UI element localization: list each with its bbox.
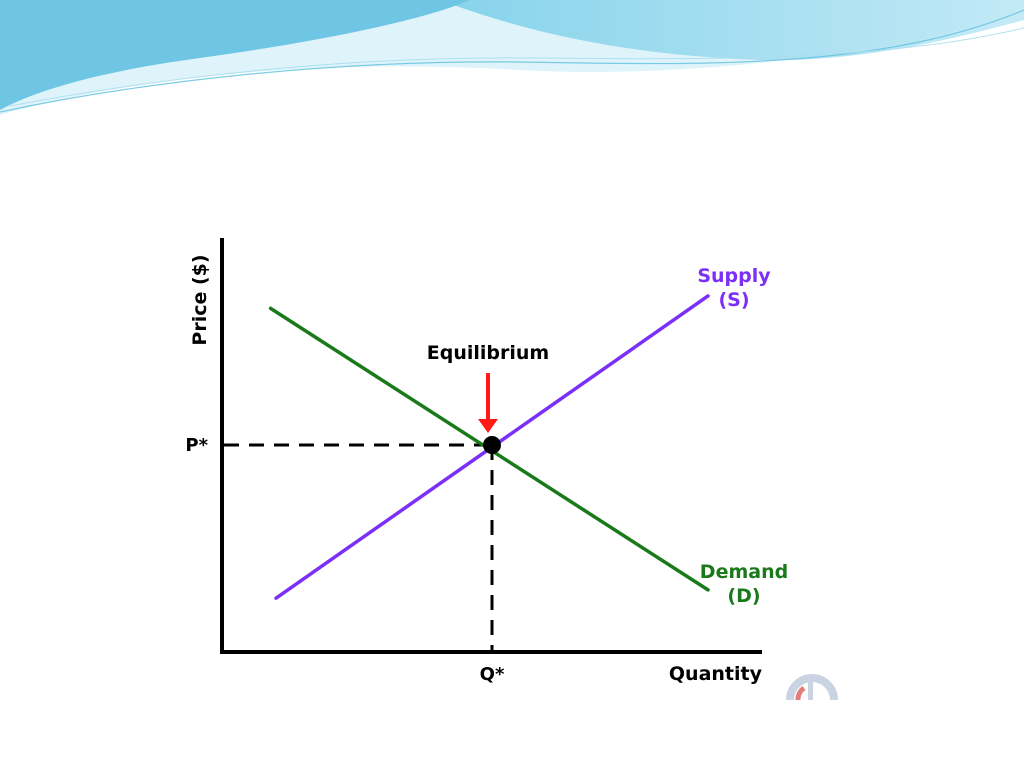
wave-line bbox=[0, 9, 1024, 113]
equilibrium-label: Equilibrium bbox=[427, 342, 549, 364]
equilibrium-guides bbox=[224, 443, 494, 652]
wave-left bbox=[0, 0, 470, 110]
markers bbox=[478, 373, 501, 454]
supply-demand-chart: Quantity Price ($) P* Q* Supply(S) Demand(D) E… bbox=[185, 238, 788, 685]
demand-label-line-1: Demand bbox=[700, 561, 788, 583]
equilibrium-point bbox=[483, 436, 501, 454]
x-axis-label: Quantity bbox=[669, 663, 763, 685]
labels: Quantity Price ($) P* Q* Supply(S) Demand(D) E… bbox=[185, 254, 788, 685]
wave-line-2 bbox=[9, 27, 1024, 107]
x-tick-label-qstar: Q* bbox=[480, 664, 505, 685]
wave-top-main bbox=[0, 0, 1024, 61]
y-axis-label: Price ($) bbox=[189, 254, 211, 345]
y-tick-label-pstar: P* bbox=[185, 435, 208, 456]
chart-panel: Quantity Price ($) P* Q* Supply (S) Demand (D) E… bbox=[172, 228, 832, 696]
supply-label-line-2: (S) bbox=[718, 289, 749, 311]
equilibrium-arrow-head bbox=[478, 419, 498, 433]
partial-circle-logo-icon bbox=[786, 674, 838, 700]
demand-label-line-2: (D) bbox=[727, 585, 760, 607]
supply-label-line-1: Supply bbox=[697, 265, 771, 287]
